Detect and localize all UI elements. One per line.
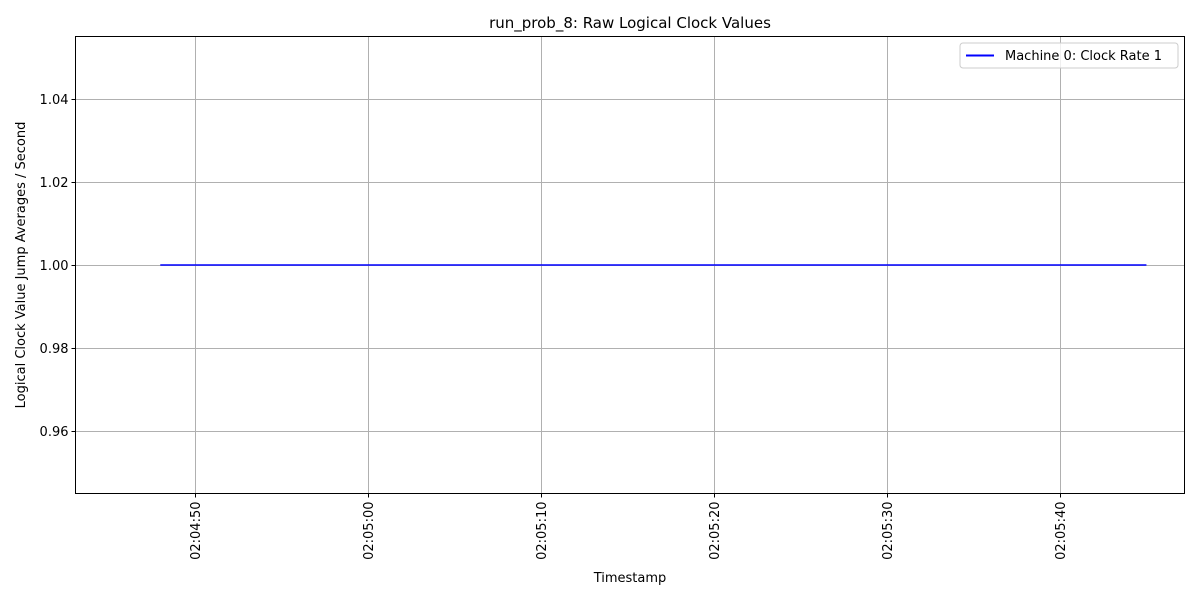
- x-axis-ticks: 02:04:50 02:05:00 02:05:10 02:05:20 02:05:30…: [189, 493, 1069, 560]
- y-axis-ticks: 0.96 0.98 1.00 1.02 1.04: [40, 93, 76, 440]
- x-tick-label: 02:05:40: [1054, 502, 1069, 560]
- x-tick-label: 02:05:10: [535, 502, 550, 560]
- y-tick-label: 1.02: [40, 176, 69, 191]
- x-axis-label: Timestamp: [593, 571, 667, 586]
- legend-box: [959, 42, 1179, 69]
- y-tick-label: 0.98: [40, 342, 69, 357]
- x-tick-label: 02:05:00: [362, 502, 377, 560]
- y-axis-label: Logical Clock Value Jump Averages / Seco…: [14, 122, 29, 409]
- chart-title: run_prob_8: Raw Logical Clock Values: [489, 14, 771, 33]
- legend: Machine 0: Clock Rate 1: [959, 42, 1179, 69]
- y-tick-label: 1.00: [40, 259, 69, 274]
- y-tick-label: 0.96: [40, 425, 69, 440]
- x-tick-label: 02:05:20: [708, 502, 723, 560]
- x-tick-label: 02:05:30: [881, 502, 896, 560]
- y-tick-label: 1.04: [40, 93, 69, 108]
- x-tick-label: 02:04:50: [189, 502, 204, 560]
- legend-entry-label: Machine 0: Clock Rate 1: [1005, 49, 1162, 64]
